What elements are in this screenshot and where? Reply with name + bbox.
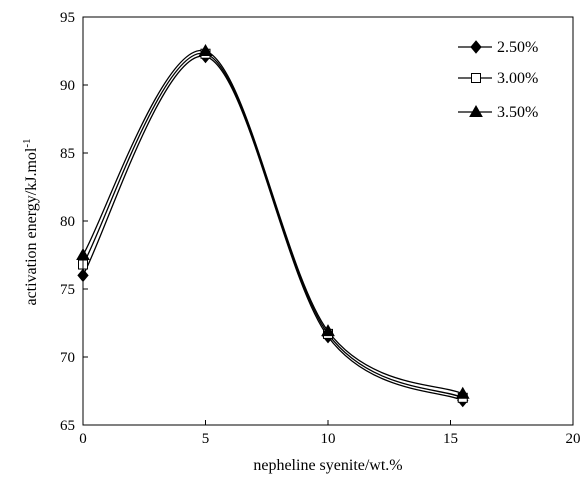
data-point-series-3 bbox=[455, 386, 470, 399]
data-point-series-3 bbox=[321, 324, 335, 337]
legend-marker-3 bbox=[469, 104, 483, 117]
x-tick-label: 20 bbox=[566, 431, 581, 447]
legend-marker-2 bbox=[471, 73, 481, 83]
y-tick-label: 80 bbox=[60, 214, 75, 230]
x-tick-label: 10 bbox=[321, 431, 336, 447]
x-tick-labels: 0 5 10 15 20 bbox=[79, 431, 580, 447]
y-tick-label: 85 bbox=[60, 146, 75, 162]
y-axis-title: activation energy/kJ.mol-1 bbox=[21, 138, 40, 305]
plot-lines bbox=[82, 50, 464, 402]
y-tick-labels: 65 70 75 80 85 90 95 bbox=[60, 10, 75, 434]
legend: 2.50% 3.00% 3.50% bbox=[458, 39, 538, 121]
data-point-series-3 bbox=[198, 43, 213, 56]
y-axis-title-main: activation energy/kJ.mol bbox=[23, 147, 40, 305]
legend-label-2: 3.00% bbox=[497, 70, 538, 87]
series-line-1 bbox=[82, 55, 464, 402]
axis-ticks bbox=[83, 84, 451, 425]
y-axis-title-superscript: -1 bbox=[21, 138, 33, 147]
x-axis-title: nepheline syenite/wt.% bbox=[253, 457, 402, 474]
legend-label-1: 2.50% bbox=[497, 39, 538, 56]
y-tick-label: 90 bbox=[60, 78, 75, 94]
x-tick-label: 0 bbox=[79, 431, 87, 447]
plot-markers bbox=[76, 43, 470, 408]
y-tick-label: 95 bbox=[60, 10, 75, 26]
legend-marker-1 bbox=[470, 40, 482, 54]
series-line-3 bbox=[82, 50, 464, 395]
x-tick-label: 15 bbox=[443, 431, 458, 447]
y-tick-label: 65 bbox=[60, 418, 75, 434]
series-line-2 bbox=[82, 53, 464, 399]
x-tick-label: 5 bbox=[202, 431, 210, 447]
y-tick-label: 75 bbox=[60, 282, 75, 298]
y-tick-label: 70 bbox=[60, 350, 75, 366]
legend-label-3: 3.50% bbox=[497, 104, 538, 121]
